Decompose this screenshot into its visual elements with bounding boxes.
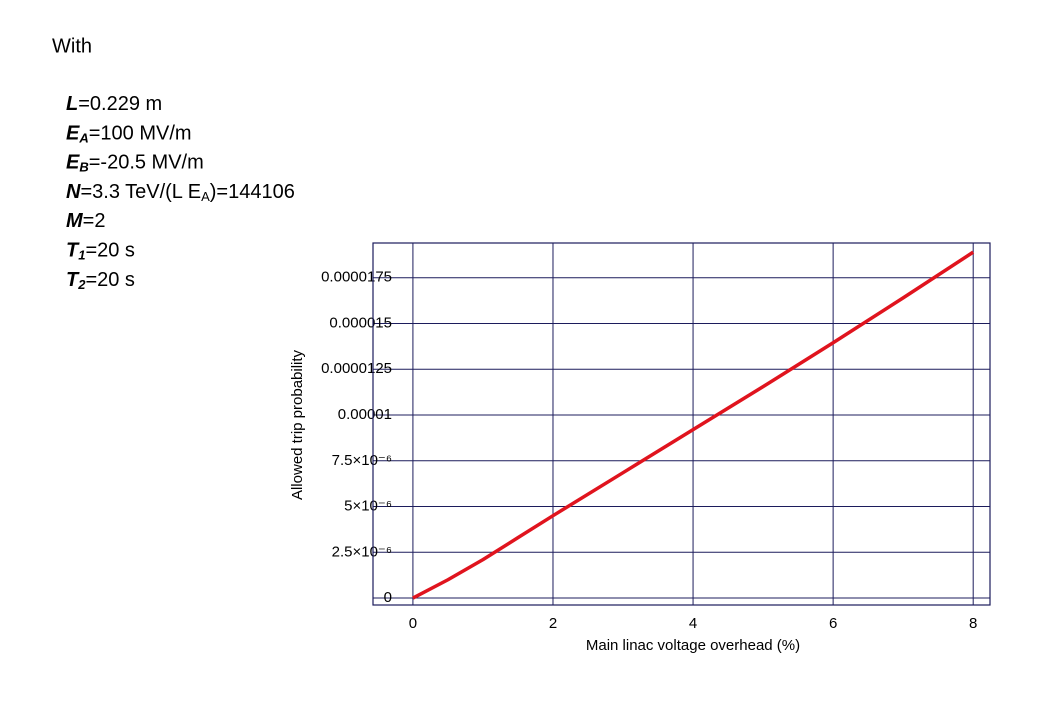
- plot-frame: [372, 242, 991, 606]
- parameter-part: =20 s: [85, 269, 134, 291]
- parameter-part: E: [66, 123, 80, 145]
- x-tick-label: 8: [969, 615, 977, 632]
- x-axis-label: Main linac voltage overhead (%): [586, 637, 800, 654]
- parameter-part: 1: [78, 248, 85, 263]
- y-tick-label: 2.5×10⁻⁶: [332, 543, 392, 560]
- x-tick-label: 0: [409, 615, 417, 632]
- parameter-part: B: [79, 160, 88, 175]
- y-tick-label: 5×10⁻⁶: [344, 498, 392, 515]
- parameter-line: M=2: [66, 210, 105, 232]
- y-tick-label: 0.000015: [329, 314, 392, 331]
- y-axis-label: Allowed trip probability: [289, 349, 306, 500]
- parameter-part: =20 s: [85, 240, 134, 262]
- y-tick-label: 7.5×10⁻⁶: [332, 452, 392, 469]
- parameter-part: T: [66, 240, 80, 262]
- parameter-part: 2: [77, 277, 86, 292]
- parameter-part: A: [201, 189, 210, 204]
- parameter-part: )=144106: [210, 181, 295, 203]
- parameter-line: L=0.229 m: [66, 93, 162, 115]
- x-tick-label: 6: [829, 615, 837, 632]
- y-tick-label: 0: [384, 589, 392, 606]
- parameter-part: =2: [83, 210, 106, 232]
- parameter-part: M: [66, 210, 84, 232]
- parameter-list: L=0.229 mEA=100 MV/mEB=-20.5 MV/mN=3.3 T…: [66, 93, 295, 292]
- parameter-line: EB=-20.5 MV/m: [66, 152, 204, 175]
- parameter-part: T: [66, 269, 80, 291]
- parameter-line: T1=20 s: [66, 240, 135, 263]
- y-tick-label: 0.0000125: [321, 360, 392, 377]
- parameter-line: EA=100 MV/m: [66, 123, 192, 146]
- parameter-part: N: [66, 181, 81, 203]
- data-line: [412, 250, 975, 600]
- x-tick-label: 4: [689, 615, 697, 632]
- y-tick-label: 0.0000175: [321, 269, 392, 286]
- parameter-part: A: [78, 131, 88, 146]
- parameter-part: =3.3 TeV/(L E: [80, 181, 201, 203]
- y-tick-label: 0.00001: [338, 406, 392, 423]
- parameter-line: T2=20 s: [66, 269, 135, 292]
- intro-text: With: [52, 35, 92, 57]
- plot: 0 2 4 6 8 0 2.5×10⁻⁶ 5×10⁻⁶ 7.5×10⁻⁶ 0.00001 0.000…: [321, 242, 991, 632]
- parameter-line: N=3.3 TeV/(L EA)=144106: [66, 181, 295, 204]
- x-tick-label: 2: [549, 615, 557, 632]
- parameter-part: =100 MV/m: [89, 123, 192, 145]
- parameter-part: =-20.5 MV/m: [89, 152, 204, 174]
- parameter-part: =0.229 m: [78, 93, 162, 115]
- parameter-part: L: [66, 93, 78, 115]
- parameter-part: E: [66, 152, 80, 174]
